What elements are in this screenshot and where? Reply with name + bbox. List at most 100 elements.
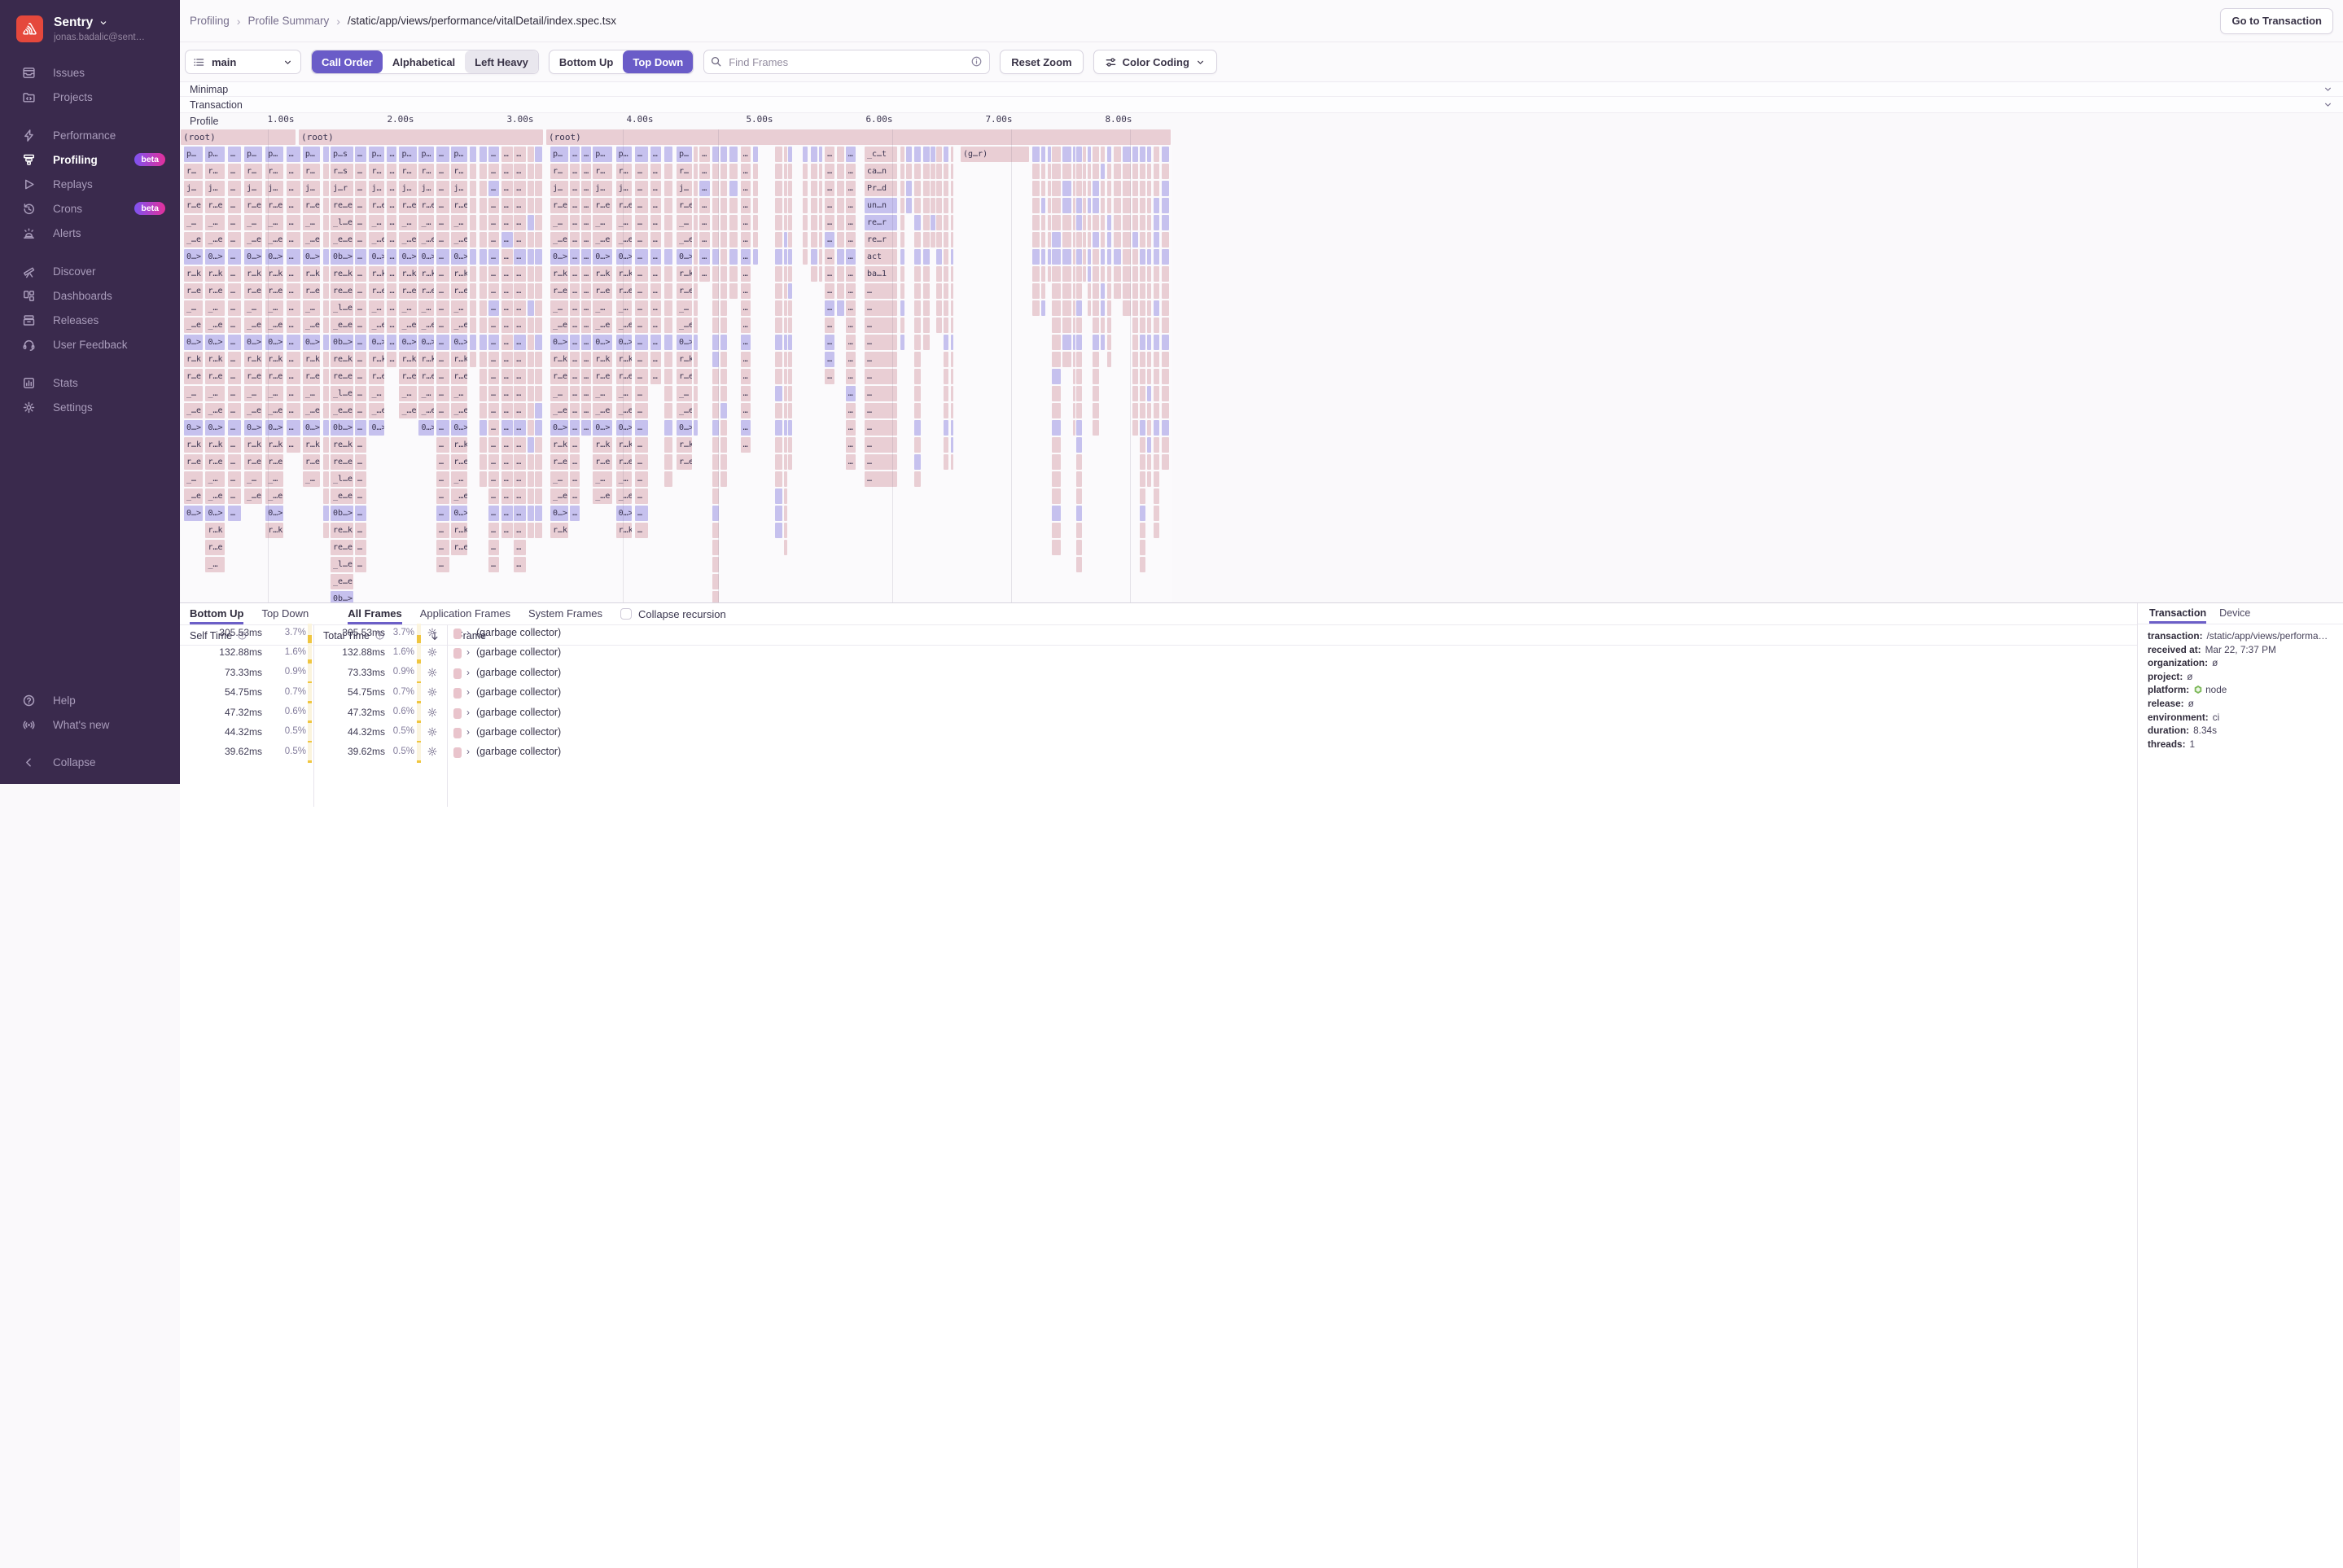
flame-frame[interactable]: …	[488, 540, 500, 555]
flame-frame[interactable]	[783, 540, 788, 555]
flame-frame[interactable]	[1139, 232, 1145, 247]
flame-frame[interactable]	[1041, 198, 1046, 213]
flame-frame[interactable]	[712, 300, 720, 316]
flame-frame[interactable]	[1161, 198, 1169, 213]
flame-frame[interactable]	[1161, 403, 1169, 418]
flame-frame[interactable]: …	[699, 181, 710, 196]
flame-frame[interactable]	[729, 283, 738, 299]
flame-frame[interactable]: _…	[265, 471, 283, 487]
flame-frame[interactable]: …	[581, 249, 591, 265]
flame-frame[interactable]: …	[355, 198, 366, 213]
flame-frame[interactable]	[1032, 232, 1040, 247]
flame-frame[interactable]: j…	[302, 181, 320, 196]
flame-frame[interactable]	[1076, 471, 1083, 487]
flame-frame[interactable]: …	[436, 283, 450, 299]
flame-frame[interactable]	[783, 266, 788, 282]
flame-frame[interactable]	[1041, 164, 1046, 179]
flame-frame[interactable]	[1072, 232, 1075, 247]
flame-frame[interactable]	[720, 471, 728, 487]
flame-frame[interactable]	[788, 249, 793, 265]
flame-frame[interactable]	[788, 403, 793, 418]
flame-frame[interactable]	[1139, 454, 1145, 470]
flame-frame[interactable]: j…	[184, 181, 203, 196]
flame-frame[interactable]: …	[570, 318, 580, 333]
flame-frame[interactable]	[818, 198, 823, 213]
flame-frame[interactable]	[1139, 386, 1145, 401]
flame-frame[interactable]: …	[634, 283, 649, 299]
frame-options-gear-icon[interactable]	[427, 646, 438, 658]
flame-frame[interactable]: …	[436, 557, 450, 572]
flame-frame[interactable]	[1076, 540, 1083, 555]
flame-frame[interactable]: …	[355, 147, 366, 162]
flame-frame[interactable]: r…e	[676, 454, 692, 470]
flame-frame[interactable]: r…	[550, 164, 568, 179]
flame-frame[interactable]	[811, 181, 818, 196]
flame-frame[interactable]	[1146, 147, 1152, 162]
flame-frame[interactable]: 0…>	[451, 335, 468, 350]
flame-frame[interactable]	[1161, 437, 1169, 453]
flame-frame[interactable]	[322, 335, 329, 350]
flame-frame[interactable]: …	[514, 164, 526, 179]
flame-frame[interactable]: 0…>	[550, 335, 568, 350]
flame-frame[interactable]	[1076, 181, 1083, 196]
flame-frame[interactable]: r…	[399, 164, 418, 179]
sidebar-item-projects[interactable]: Projects	[0, 85, 180, 109]
flame-frame[interactable]: 0…>	[399, 335, 418, 350]
flame-frame[interactable]	[1132, 215, 1139, 230]
flame-frame[interactable]	[774, 335, 782, 350]
flame-frame[interactable]: …	[286, 403, 301, 418]
flame-frame[interactable]	[535, 164, 542, 179]
flame-frame[interactable]	[1041, 215, 1046, 230]
flame-frame[interactable]: _…e	[615, 318, 632, 333]
flame-frame[interactable]: r…k	[451, 266, 468, 282]
flame-frame[interactable]: …	[634, 523, 649, 538]
flame-frame[interactable]: …	[387, 318, 396, 333]
flame-frame[interactable]	[783, 506, 788, 521]
flame-frame[interactable]: _…	[265, 386, 283, 401]
flame-frame[interactable]	[943, 369, 949, 384]
flame-frame[interactable]	[1083, 147, 1087, 162]
flame-frame[interactable]	[322, 318, 329, 333]
flame-frame[interactable]	[1101, 318, 1106, 333]
flame-frame[interactable]	[943, 181, 949, 196]
flame-frame[interactable]: 0…>	[369, 420, 385, 436]
flame-frame[interactable]: _…	[418, 386, 434, 401]
flame-frame[interactable]	[528, 369, 535, 384]
flame-frame[interactable]	[914, 471, 922, 487]
sort-alphabetical-button[interactable]: Alphabetical	[392, 55, 456, 68]
flame-frame[interactable]	[1154, 335, 1159, 350]
flame-frame[interactable]	[950, 266, 953, 282]
flame-frame[interactable]: …	[227, 266, 242, 282]
flame-frame[interactable]: r…k	[302, 352, 320, 367]
flame-frame[interactable]	[1052, 266, 1061, 282]
table-row[interactable]: 73.33ms 0.9% 73.33ms 0.9% › (garbage collecto…	[180, 663, 2137, 684]
view-top-down-button[interactable]: Top Down	[623, 50, 694, 73]
sidebar-item-settings[interactable]: Settings	[0, 395, 180, 419]
total-time-header[interactable]: Total Time	[323, 625, 385, 646]
flame-frame[interactable]: …	[740, 386, 751, 401]
flame-frame[interactable]	[1032, 215, 1040, 230]
flame-frame[interactable]	[1093, 420, 1099, 436]
sidebar-item-replays[interactable]: Replays	[0, 172, 180, 196]
flame-frame[interactable]	[1101, 266, 1106, 282]
flame-frame[interactable]: …	[514, 300, 526, 316]
flame-frame[interactable]	[1114, 283, 1122, 299]
flame-frame[interactable]: j…	[265, 181, 283, 196]
flame-frame[interactable]	[1139, 540, 1145, 555]
flame-frame[interactable]: …	[501, 318, 514, 333]
flame-frame[interactable]: …	[865, 335, 897, 350]
flame-frame[interactable]: …	[286, 215, 301, 230]
flame-frame[interactable]	[922, 215, 930, 230]
flame-frame[interactable]: _…	[265, 300, 283, 316]
flame-frame[interactable]	[788, 420, 793, 436]
flame-frame[interactable]: …	[227, 437, 242, 453]
flame-frame[interactable]	[322, 181, 329, 196]
flame-frame[interactable]	[936, 147, 942, 162]
flame-frame[interactable]	[1146, 318, 1152, 333]
flame-frame[interactable]: …	[436, 523, 450, 538]
flame-frame[interactable]	[322, 283, 329, 299]
flame-frame[interactable]: …	[865, 300, 897, 316]
sidebar-item-collapse[interactable]: Collapse	[0, 750, 180, 774]
flame-frame[interactable]	[322, 147, 329, 162]
flame-frame[interactable]: …	[355, 318, 366, 333]
